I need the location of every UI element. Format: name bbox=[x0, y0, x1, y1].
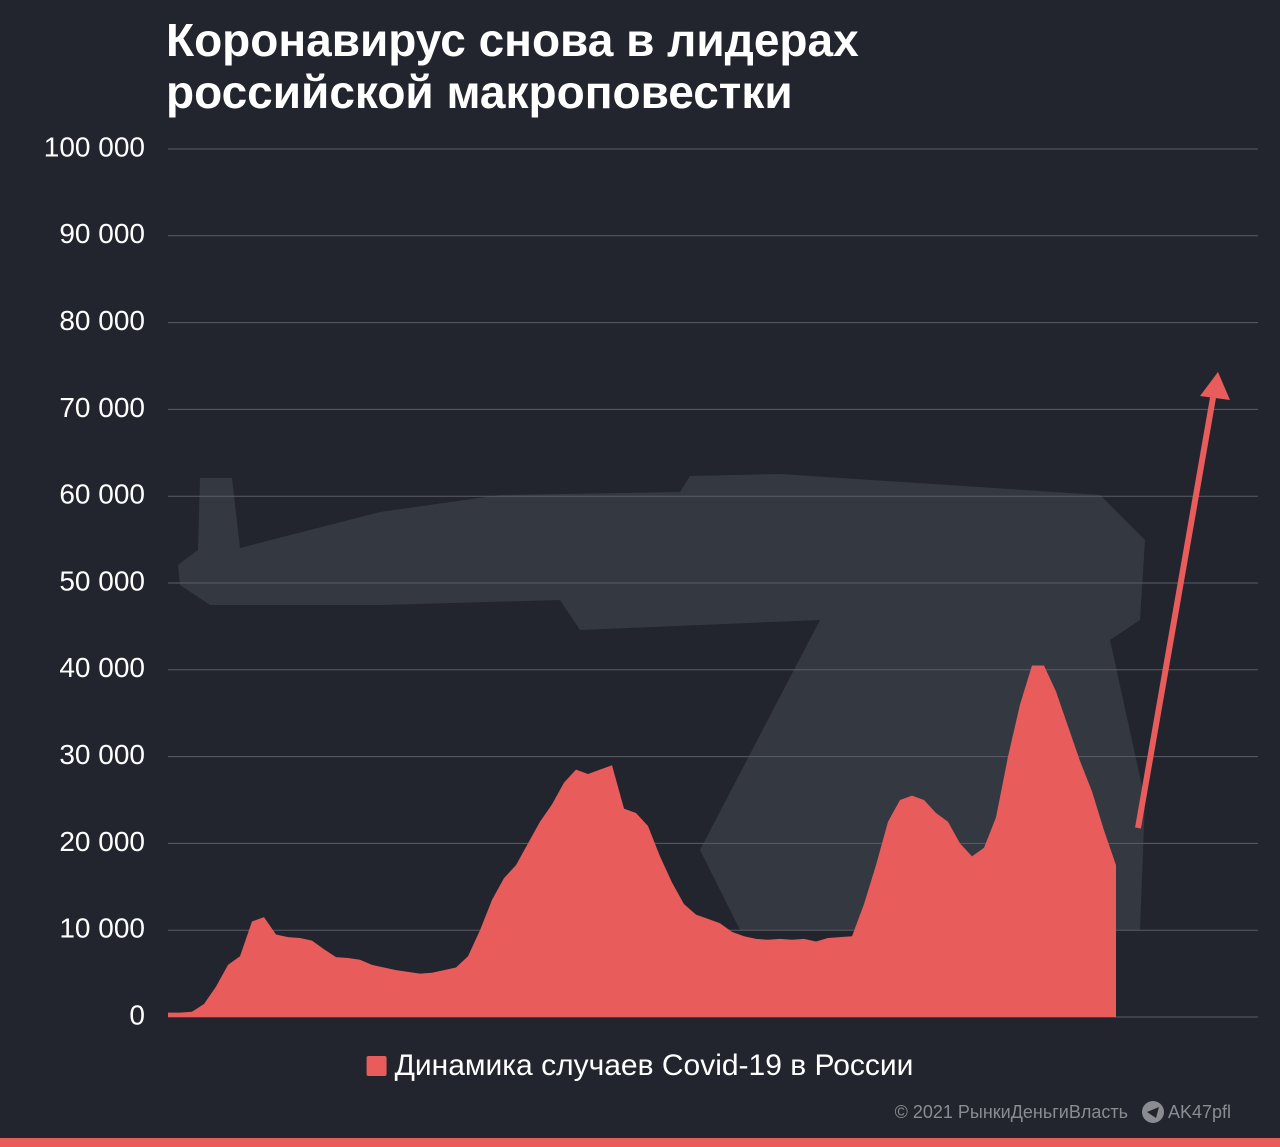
chart-title: Коронавирус снова в лидерах российской м… bbox=[166, 14, 859, 118]
area bbox=[168, 665, 1116, 1017]
y-tick-label: 40 000 bbox=[59, 652, 145, 683]
y-tick-label: 0 bbox=[129, 999, 145, 1030]
arrow-head bbox=[1200, 372, 1230, 400]
y-tick-label: 10 000 bbox=[59, 913, 145, 944]
y-tick-label: 50 000 bbox=[59, 565, 145, 596]
y-tick-label: 100 000 bbox=[44, 131, 145, 162]
footer: © 2021 РынкиДеньгиВласть bbox=[895, 1102, 1128, 1122]
y-tick-label: 80 000 bbox=[59, 305, 145, 336]
y-tick-label: 30 000 bbox=[59, 739, 145, 770]
telegram-glyph bbox=[1147, 1107, 1159, 1118]
y-tick-label: 70 000 bbox=[59, 392, 145, 423]
trend-arrow bbox=[1135, 372, 1230, 829]
bottom-bar bbox=[0, 1138, 1280, 1147]
y-tick-label: 90 000 bbox=[59, 218, 145, 249]
arrow-shaft bbox=[1135, 391, 1217, 829]
y-tick-label: 60 000 bbox=[59, 479, 145, 510]
legend-label: Динамика случаев Covid-19 в России bbox=[395, 1049, 914, 1082]
footer-handle: AK47pfl bbox=[1168, 1102, 1231, 1122]
legend-swatch bbox=[366, 1056, 387, 1076]
y-tick-label: 20 000 bbox=[59, 826, 145, 857]
